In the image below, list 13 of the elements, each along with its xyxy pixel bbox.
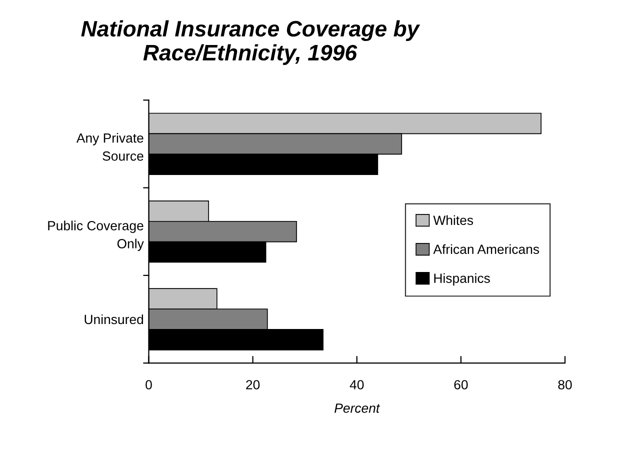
y-tick-label: Uninsured — [84, 314, 144, 324]
legend-label: Whites — [433, 215, 474, 225]
y-tick-label: Any Private Source — [76, 133, 144, 161]
legend-label: African Americans — [433, 244, 540, 254]
x-tick-label: 0 — [146, 380, 152, 390]
legend-label: Hispanics — [434, 273, 490, 286]
x-tick-label: 40 — [350, 380, 364, 390]
y-tick-label: Public Coverage Only — [48, 220, 144, 251]
x-tick-label: 20 — [246, 380, 260, 390]
x-tick-label: 60 — [454, 380, 468, 390]
x-axis-title: Percent — [334, 404, 380, 413]
chart-title: National Insurance Coverage by Race/Ethnicity, 1996 — [81, 20, 420, 65]
x-tick-label: 80 — [558, 380, 572, 390]
